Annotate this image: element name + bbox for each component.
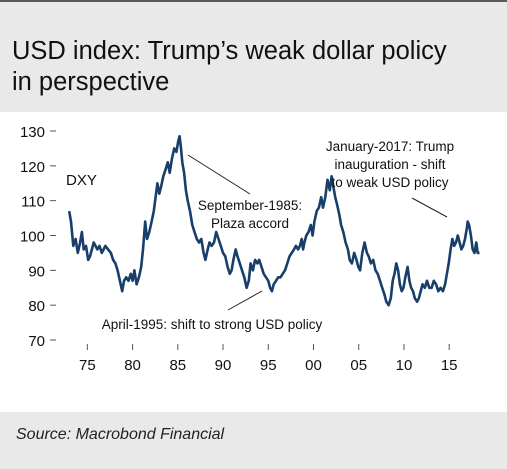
y-tick-label: 110 (21, 194, 45, 211)
x-tick-label: 15 (441, 357, 458, 374)
series-label-dxy: DXY (66, 172, 97, 189)
annotation-text: Plaza accord (211, 216, 289, 231)
title-line-1: USD index: Trump’s weak dollar policy (12, 37, 447, 65)
annotation-text: inauguration - shift (334, 157, 445, 172)
x-tick-label: 75 (79, 357, 96, 374)
x-tick-label: 80 (124, 357, 141, 374)
source-note: Source: Macrobond Financial (16, 426, 225, 443)
top-rule (0, 0, 507, 2)
annotation-text: September-1985: (198, 198, 302, 213)
y-tick-label: 130 (20, 124, 45, 141)
plot-area: 70 80 90 100 110 120 130 75 80 85 90 95 00 05 10 15 DXY S… (0, 112, 507, 412)
x-tick-label: 10 (396, 357, 413, 374)
x-tick-label: 95 (260, 357, 277, 374)
dxy-series-line (67, 134, 480, 307)
title-line-2: in perspective (12, 68, 170, 96)
annotation-leader-line (411, 197, 448, 218)
annotation-leader-line (187, 154, 251, 195)
y-tick-label: 90 (28, 263, 45, 280)
y-tick-label: 70 (28, 333, 45, 350)
y-tick-label: 80 (28, 298, 45, 315)
y-tick-label: 100 (20, 229, 45, 246)
y-tick-label: 120 (20, 159, 45, 176)
annotation-text: April-1995: shift to strong USD policy (102, 317, 323, 332)
annotation-leader-line (227, 290, 263, 311)
x-tick-label: 85 (169, 357, 186, 374)
x-tick-label: 90 (215, 357, 232, 374)
annotation-text: January-2017: Trump (326, 139, 454, 154)
chart-title: USD index: Trump’s weak dollar policy in… (12, 36, 492, 98)
annotation-text: to weak USD policy (331, 175, 448, 190)
dxy-line-chart: 70 80 90 100 110 120 130 75 80 85 90 95 00 05 10 15 DXY S… (20, 124, 480, 374)
x-tick-label: 00 (305, 357, 322, 374)
x-tick-label: 05 (350, 357, 367, 374)
